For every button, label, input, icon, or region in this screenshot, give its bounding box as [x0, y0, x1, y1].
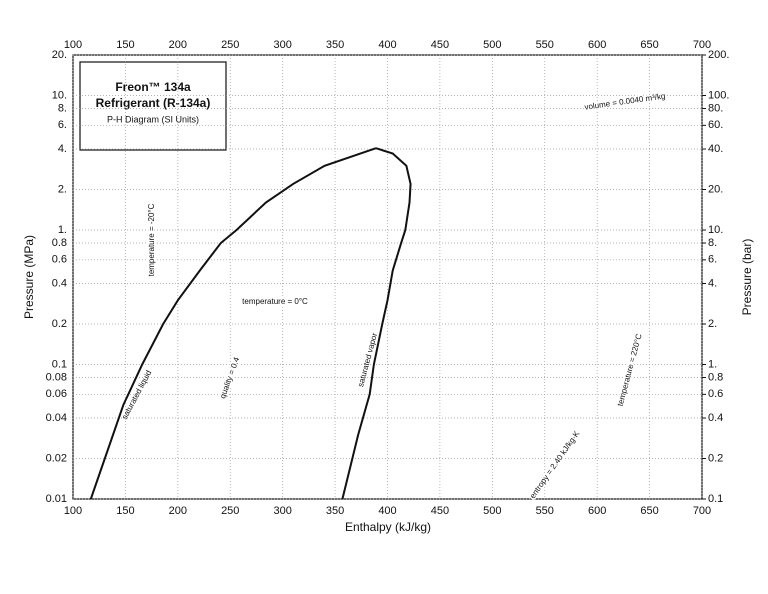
x-top-tick-label: 400	[378, 39, 396, 51]
y-tick-label: 6.	[58, 119, 67, 131]
y-tick-label: 0.04	[46, 412, 67, 424]
x-top-tick-label: 700	[693, 39, 711, 51]
x-top-tick-label: 200	[169, 39, 187, 51]
y2-tick-label: 6.	[708, 254, 717, 266]
saturation-line	[89, 147, 377, 500]
x-tick-label: 100	[64, 505, 82, 517]
x-top-tick-label: 650	[640, 39, 658, 51]
y-tick-label: 4.	[58, 143, 67, 155]
y2-tick-label: 0.6	[708, 388, 723, 400]
y-tick-label: 0.06	[46, 388, 67, 400]
x-tick-label: 700	[693, 505, 711, 517]
x-tick-label: 350	[326, 505, 344, 517]
x-top-tick-label: 350	[326, 39, 344, 51]
y-tick-label: 1.	[58, 224, 67, 236]
y2-tick-label: 4.	[708, 277, 717, 289]
y-tick-label: 0.02	[46, 452, 67, 464]
y2-tick-label: 0.8	[708, 371, 723, 383]
x-top-tick-label: 550	[536, 39, 554, 51]
x-tick-label: 600	[588, 505, 606, 517]
y2-tick-label: 40.	[708, 143, 723, 155]
x-tick-label: 450	[431, 505, 449, 517]
y2-tick-label: 1.	[708, 358, 717, 370]
x-top-tick-label: 300	[273, 39, 291, 51]
y-tick-label: 20.	[52, 49, 67, 61]
y-tick-label: 0.8	[52, 237, 67, 249]
y2-tick-label: 0.1	[708, 493, 723, 505]
x-tick-label: 250	[221, 505, 239, 517]
y2-tick-label: 8.	[708, 237, 717, 249]
annotation: quality = 0.4	[218, 355, 241, 399]
y2-tick-label: 20.	[708, 183, 723, 195]
annotation: entropy = 2.40 kJ/kg·K	[528, 429, 582, 500]
x-tick-label: 200	[169, 505, 187, 517]
y-tick-label: 2.	[58, 183, 67, 195]
y2-tick-label: 0.2	[708, 452, 723, 464]
y2-tick-label: 80.	[708, 102, 723, 114]
x-axis-label: Enthalpy (kJ/kg)	[345, 520, 431, 534]
x-top-tick-label: 600	[588, 39, 606, 51]
x-top-tick-label: 500	[483, 39, 501, 51]
annotation: temperature = -20°C	[147, 203, 156, 276]
x-top-tick-label: 450	[431, 39, 449, 51]
annotation: temperature = 0°C	[242, 297, 308, 306]
y2-tick-label: 10.	[708, 224, 723, 236]
y-tick-label: 0.08	[46, 371, 67, 383]
y-tick-label: 0.4	[52, 277, 67, 289]
x-tick-label: 550	[536, 505, 554, 517]
y-tick-label: 0.01	[46, 493, 67, 505]
legend-box	[79, 61, 227, 151]
x-tick-label: 150	[116, 505, 134, 517]
chart-caption: P-H Diagram (SI Units)	[107, 114, 199, 124]
y2-tick-label: 60.	[708, 119, 723, 131]
x-tick-label: 500	[483, 505, 501, 517]
y2-tick-label: 0.4	[708, 412, 723, 424]
y-tick-label: 0.2	[52, 318, 67, 330]
y2-axis-label: Pressure (bar)	[740, 239, 754, 316]
y-tick-label: 10.	[52, 89, 67, 101]
x-top-tick-label: 100	[64, 39, 82, 51]
chart-subtitle: Refrigerant (R-134a)	[96, 96, 211, 110]
y2-tick-label: 2.	[708, 318, 717, 330]
annotation: temperature = 220°C	[616, 333, 644, 408]
y-tick-label: 0.6	[52, 254, 67, 266]
x-tick-label: 650	[640, 505, 658, 517]
y2-tick-label: 200.	[708, 49, 729, 61]
y-axis-label: Pressure (MPa)	[22, 235, 36, 319]
x-tick-label: 400	[378, 505, 396, 517]
x-top-tick-label: 150	[116, 39, 134, 51]
y2-tick-label: 100.	[708, 89, 729, 101]
x-tick-label: 300	[273, 505, 291, 517]
y-tick-label: 0.1	[52, 358, 67, 370]
annotation: volume = 0.0040 m³/kg	[584, 91, 666, 111]
saturation-line	[341, 147, 412, 500]
y-tick-label: 8.	[58, 102, 67, 114]
x-top-tick-label: 250	[221, 39, 239, 51]
chart-title: Freon™ 134a	[115, 80, 191, 94]
